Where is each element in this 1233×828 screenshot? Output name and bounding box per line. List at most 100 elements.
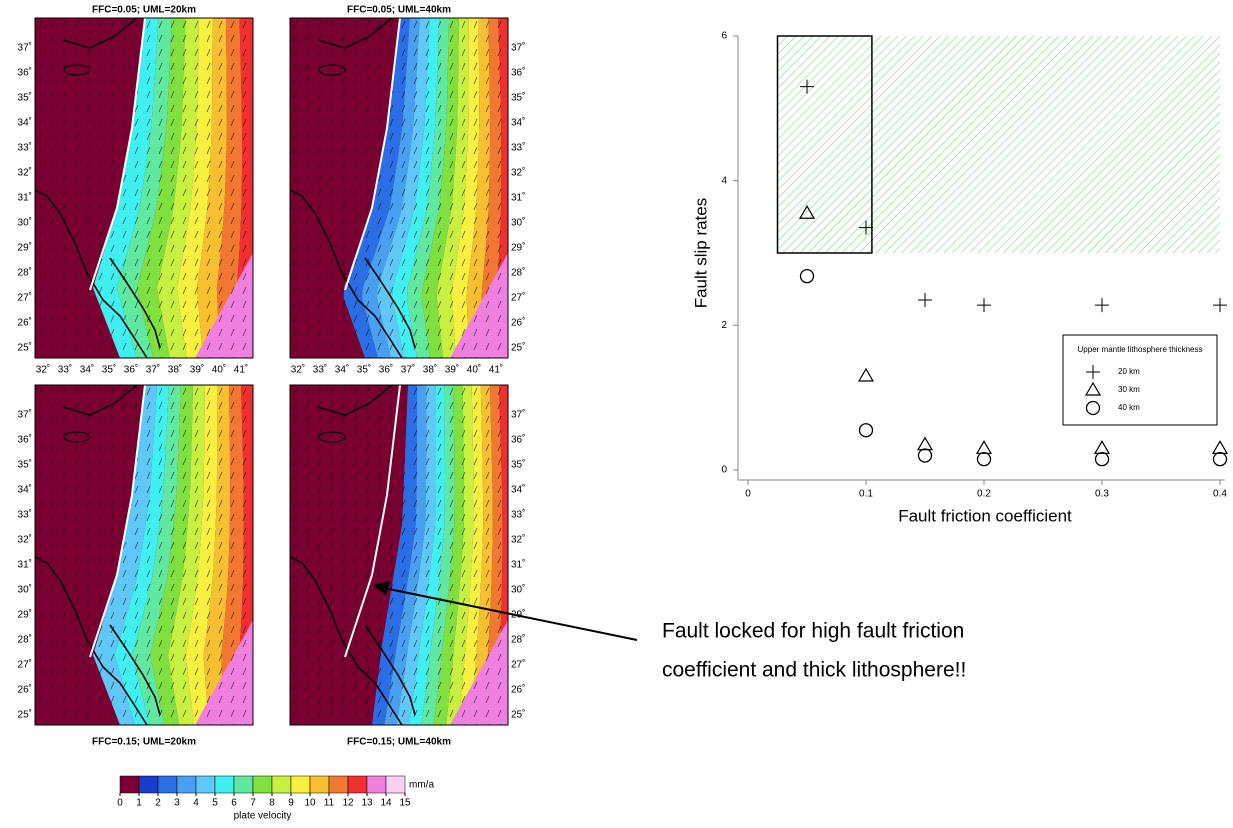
lat-label: 25˚ (511, 709, 525, 721)
lat-label: 28˚ (511, 634, 525, 646)
lat-label: 26˚ (511, 684, 525, 696)
lat-label: 33˚ (18, 142, 32, 154)
lon-label: 36˚ (124, 364, 138, 376)
point (976, 451, 992, 467)
fault-trace (344, 17, 401, 291)
point (975, 440, 993, 454)
colorbar-tick-label: 6 (231, 798, 237, 809)
colorbar-cell (119, 775, 140, 794)
lat-label: 27˚ (511, 292, 525, 304)
coastline (34, 17, 161, 359)
point (799, 268, 815, 284)
y-tick-label: 0 (721, 465, 727, 476)
arrow-head (372, 581, 390, 595)
point (1211, 440, 1229, 454)
colorbar-cell (271, 775, 292, 794)
colorbar-tick-label: 14 (380, 798, 392, 809)
lat-label: 37˚ (511, 42, 525, 54)
lat-label: 25˚ (18, 342, 32, 354)
lat-label: 35˚ (18, 459, 32, 471)
colorbar-tick-label: 12 (342, 798, 354, 809)
colorbar-unit: mm/a (409, 780, 434, 791)
lon-label: 38˚ (423, 364, 437, 376)
point (800, 79, 814, 94)
lon-label: 39˚ (445, 364, 459, 376)
legend-marker (1086, 365, 1100, 379)
lat-label: 28˚ (511, 267, 525, 279)
point (1095, 298, 1109, 313)
lon-label: 35˚ (102, 364, 116, 376)
lat-label: 36˚ (511, 434, 525, 446)
map-title: FFC=0.05; UML=40km (347, 5, 451, 16)
map-title: FFC=0.05; UML=20km (92, 5, 196, 16)
map-panel (34, 17, 254, 359)
lon-label: 32˚ (36, 364, 50, 376)
x-axis-label: Fault friction coefficient (898, 506, 1072, 525)
lat-label: 32˚ (511, 534, 525, 546)
fault-trace (344, 384, 401, 658)
map-panel (289, 384, 509, 726)
colorbar-tick-label: 13 (361, 798, 373, 809)
colorbar-cell (176, 775, 197, 794)
lat-label: 27˚ (511, 659, 525, 671)
colorbar-cell (138, 775, 159, 794)
lat-label: 37˚ (18, 42, 32, 54)
colorbar-label: plate velocity (234, 811, 292, 822)
point (1212, 451, 1228, 467)
lat-label: 30˚ (18, 217, 32, 229)
colorbar-tick-label: 5 (212, 798, 218, 809)
lat-label: 26˚ (18, 684, 32, 696)
lat-label: 34˚ (511, 484, 525, 496)
lat-label: 31˚ (511, 559, 525, 571)
colorbar-cell (290, 775, 311, 794)
velocity-vectors (35, 385, 253, 725)
colorbar-cell (252, 775, 273, 794)
lat-label: 35˚ (511, 459, 525, 471)
lon-label: 40˚ (467, 364, 481, 376)
lat-label: 30˚ (18, 584, 32, 596)
colorbar-tick-label: 1 (136, 798, 142, 809)
x-tick-label: 0.2 (977, 489, 991, 500)
lon-label: 35˚ (357, 364, 371, 376)
lon-label: 32˚ (291, 364, 305, 376)
highlight-box (776, 35, 873, 254)
fault-trace (89, 17, 146, 291)
fault-trace (89, 384, 146, 658)
lat-label: 36˚ (18, 434, 32, 446)
arrow (383, 587, 638, 641)
lat-label: 32˚ (18, 534, 32, 546)
colorbar-cell (214, 775, 235, 794)
lon-label: 39˚ (190, 364, 204, 376)
point (1094, 451, 1110, 467)
coastline (289, 384, 416, 726)
lat-label: 29˚ (18, 242, 32, 254)
colorbar-tick-label: 15 (399, 798, 411, 809)
colorbar-cell (309, 775, 330, 794)
lat-label: 30˚ (511, 217, 525, 229)
lat-label: 32˚ (18, 167, 32, 179)
lat-label: 25˚ (18, 709, 32, 721)
colorbar-tick-label: 2 (155, 798, 161, 809)
colorbar-cell (157, 775, 178, 794)
legend-label: 40 km (1118, 403, 1140, 412)
lat-label: 26˚ (511, 317, 525, 329)
lon-label: 37˚ (146, 364, 160, 376)
cyprus (318, 64, 346, 76)
colorbar-cell (328, 775, 349, 794)
lon-label: 41˚ (489, 364, 503, 376)
lat-label: 33˚ (511, 142, 525, 154)
map-title: FFC=0.15; UML=40km (347, 737, 451, 748)
point (857, 367, 875, 382)
lat-label: 29˚ (18, 609, 32, 621)
lon-label: 33˚ (58, 364, 72, 376)
lat-label: 28˚ (18, 634, 32, 646)
colorbar-tick-label: 3 (174, 798, 180, 809)
lon-label: 37˚ (401, 364, 415, 376)
coastline (34, 384, 161, 726)
lon-label: 34˚ (335, 364, 349, 376)
cyprus (63, 431, 91, 443)
annotation: Fault locked for high fault friction coe… (372, 581, 966, 682)
y-tick-label: 6 (721, 31, 727, 42)
lat-label: 33˚ (18, 509, 32, 521)
point (918, 293, 932, 308)
